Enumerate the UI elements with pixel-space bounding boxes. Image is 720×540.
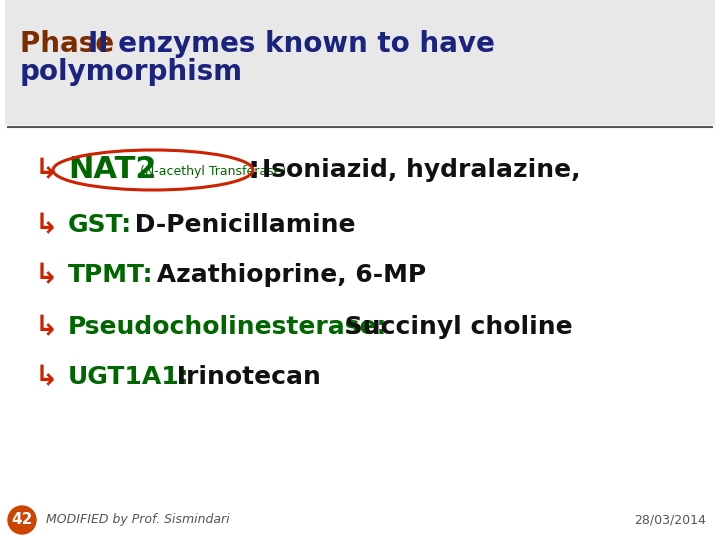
Text: ↳: ↳ <box>35 211 58 239</box>
Text: Succinyl choline: Succinyl choline <box>336 315 572 339</box>
Text: Azathioprine, 6-MP: Azathioprine, 6-MP <box>148 263 426 287</box>
Text: GST:: GST: <box>68 213 132 237</box>
Text: ↳: ↳ <box>35 156 58 184</box>
Text: TPMT:: TPMT: <box>68 263 153 287</box>
Text: polymorphism: polymorphism <box>20 58 243 86</box>
Circle shape <box>8 506 36 534</box>
Text: Pseudocholinesterase:: Pseudocholinesterase: <box>68 315 387 339</box>
Text: NAT2: NAT2 <box>68 156 156 185</box>
Text: ↳: ↳ <box>35 363 58 391</box>
Text: 42: 42 <box>12 512 32 528</box>
Text: ↳: ↳ <box>35 261 58 289</box>
FancyBboxPatch shape <box>5 0 715 125</box>
Text: Phase: Phase <box>20 30 124 58</box>
Text: Isoniazid, hydralazine,: Isoniazid, hydralazine, <box>262 158 580 182</box>
Text: MODIFIED by Prof. Sismindari: MODIFIED by Prof. Sismindari <box>46 514 230 526</box>
Text: :: : <box>248 156 260 185</box>
Text: 28/03/2014: 28/03/2014 <box>634 514 706 526</box>
Text: ↳: ↳ <box>35 313 58 341</box>
Text: II enzymes known to have: II enzymes known to have <box>88 30 495 58</box>
Text: UGT1A1:: UGT1A1: <box>68 365 189 389</box>
Text: (N-acethyl Transferase): (N-acethyl Transferase) <box>140 165 287 178</box>
Bar <box>5 63 715 125</box>
Text: Irinotecan: Irinotecan <box>168 365 321 389</box>
Text: D-Penicillamine: D-Penicillamine <box>126 213 356 237</box>
